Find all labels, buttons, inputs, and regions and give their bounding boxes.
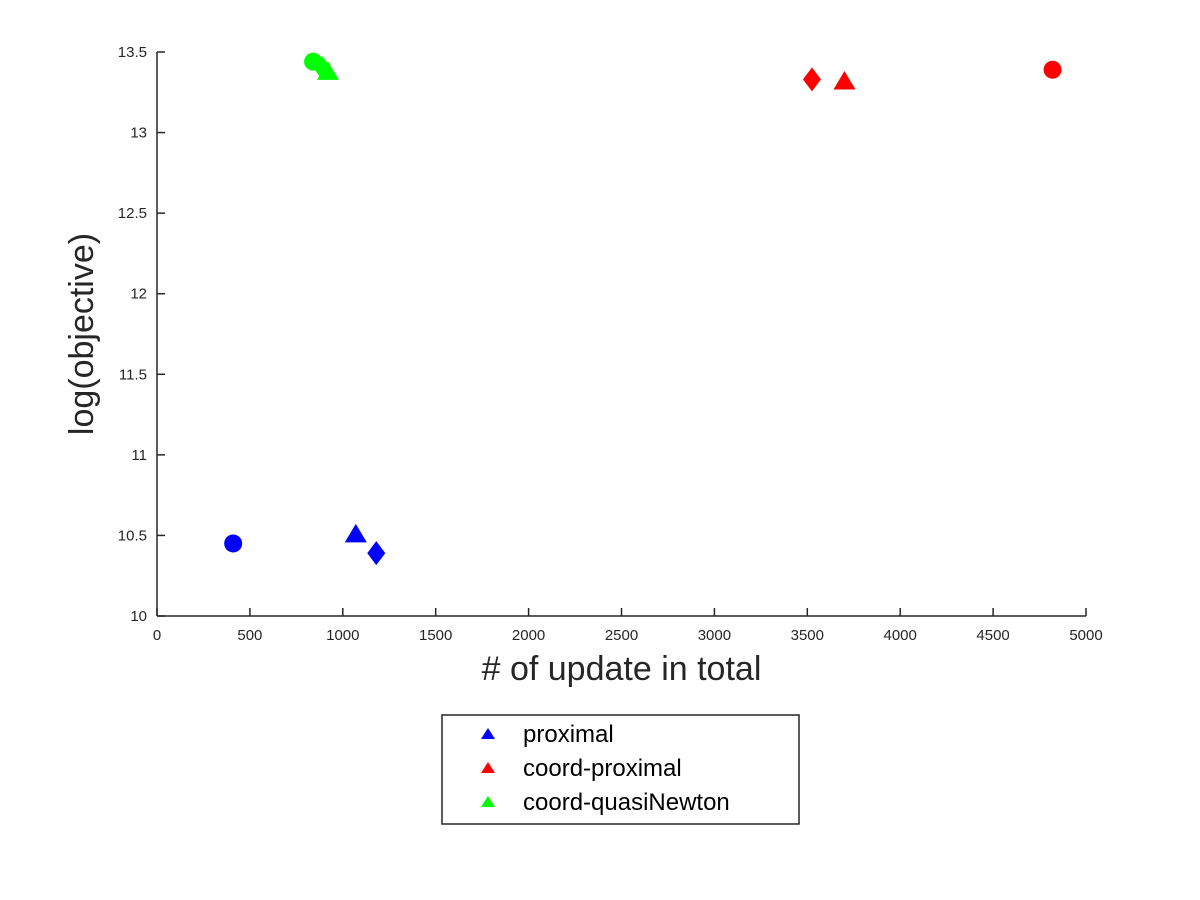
legend-label: coord-quasiNewton bbox=[523, 789, 730, 816]
data-point-triangle bbox=[344, 523, 367, 543]
data-point-diamond bbox=[367, 541, 386, 566]
axes bbox=[156, 52, 1086, 617]
y-tick-label: 10.5 bbox=[118, 527, 147, 544]
x-axis-title: # of update in total bbox=[482, 650, 762, 688]
legend-label: coord-proximal bbox=[523, 755, 682, 782]
x-tick-label: 1500 bbox=[419, 627, 452, 644]
legend-box bbox=[441, 714, 800, 825]
y-tick-label: 13.5 bbox=[118, 44, 147, 61]
y-tick-label: 11 bbox=[131, 447, 147, 464]
y-tick-label: 12 bbox=[130, 286, 147, 303]
y-tick-label: 10 bbox=[130, 608, 147, 625]
data-point-diamond bbox=[802, 67, 821, 92]
x-tick-label: 2500 bbox=[605, 627, 638, 644]
data-point-circle bbox=[1043, 60, 1062, 79]
x-tick-label: 1000 bbox=[326, 627, 359, 644]
data-points bbox=[224, 52, 1062, 566]
y-axis-title: log(objective) bbox=[63, 233, 101, 435]
y-tick-label: 13 bbox=[130, 125, 147, 142]
y-tick-label: 12.5 bbox=[118, 205, 147, 222]
x-tick-label: 0 bbox=[153, 627, 161, 644]
x-tick-label: 500 bbox=[237, 627, 262, 644]
legend-marker bbox=[481, 796, 495, 807]
y-tick-label: 11.5 bbox=[119, 366, 147, 383]
legend-label: proximal bbox=[523, 721, 614, 748]
legend-marker bbox=[481, 728, 495, 739]
x-tick-label: 3000 bbox=[698, 627, 731, 644]
data-point-triangle bbox=[833, 71, 856, 90]
y-ticks: 10 10.5 11 11.5 12 12.5 13 13.5 bbox=[118, 44, 165, 625]
legend-marker bbox=[481, 762, 495, 773]
data-point-circle bbox=[224, 534, 243, 553]
data-point-diamond bbox=[313, 56, 332, 81]
x-tick-label: 2000 bbox=[512, 627, 545, 644]
x-tick-label: 3500 bbox=[791, 627, 824, 644]
x-ticks: 0 500 1000 1500 2000 2500 3000 3500 4000 4500 5000 bbox=[153, 608, 1103, 644]
x-tick-label: 4000 bbox=[884, 627, 917, 644]
x-tick-label: 4500 bbox=[976, 627, 1009, 644]
legend: proximal coord-proximal coord-quasiNewton bbox=[441, 714, 800, 825]
x-tick-label: 5000 bbox=[1069, 627, 1102, 644]
